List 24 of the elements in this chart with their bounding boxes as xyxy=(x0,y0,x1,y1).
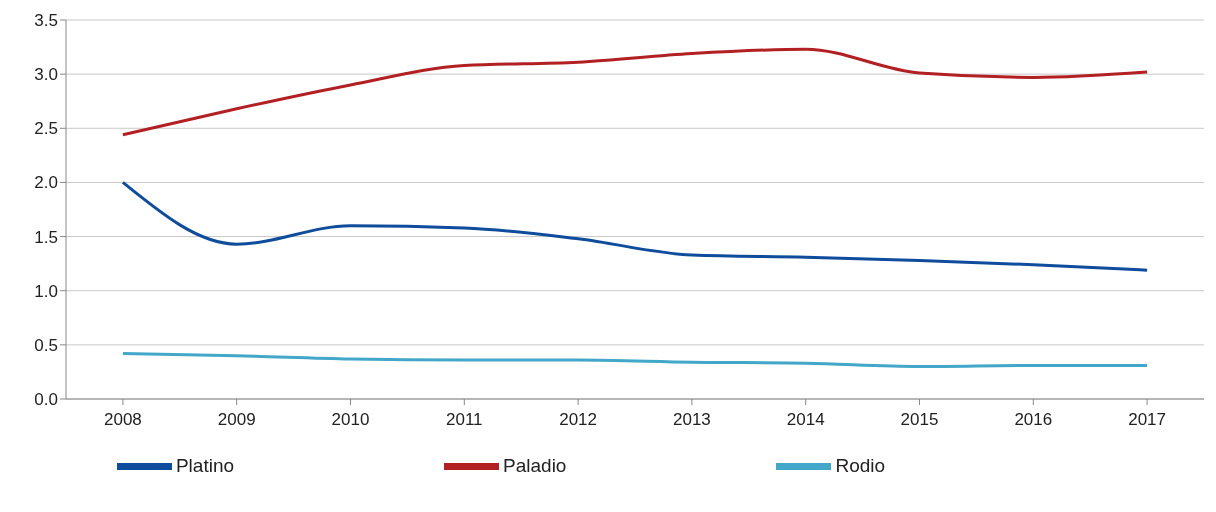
x-tick-label: 2009 xyxy=(217,410,256,430)
x-tick-label: 2011 xyxy=(446,410,483,430)
x-tick-label: 2012 xyxy=(559,410,598,430)
y-tick-label: 2.5 xyxy=(34,119,58,139)
y-tick-label: 3.0 xyxy=(34,65,58,85)
legend-label: Rodio xyxy=(835,454,886,476)
y-tick-label: 3.5 xyxy=(34,11,58,31)
x-tick-label: 2010 xyxy=(331,410,370,430)
x-tick-label: 2016 xyxy=(1014,410,1053,430)
line-series xyxy=(121,47,1149,137)
y-tick-label: 0.0 xyxy=(34,390,58,410)
line-series xyxy=(121,180,1149,272)
line-series xyxy=(121,352,1149,369)
x-tick-label: 2017 xyxy=(1128,410,1167,430)
x-tick-label: 2015 xyxy=(900,410,939,430)
x-tick-label: 2014 xyxy=(786,410,825,430)
y-tick-label: 1.0 xyxy=(34,281,58,301)
x-tick-label: 2008 xyxy=(103,410,142,430)
y-tick-label: 2.0 xyxy=(34,173,58,193)
y-tick-label: 0.5 xyxy=(34,335,58,355)
y-tick-label: 1.5 xyxy=(34,227,58,247)
legend-label: Paladio xyxy=(503,454,567,476)
legend-label: Platino xyxy=(175,454,235,476)
x-tick-label: 2013 xyxy=(672,410,711,430)
